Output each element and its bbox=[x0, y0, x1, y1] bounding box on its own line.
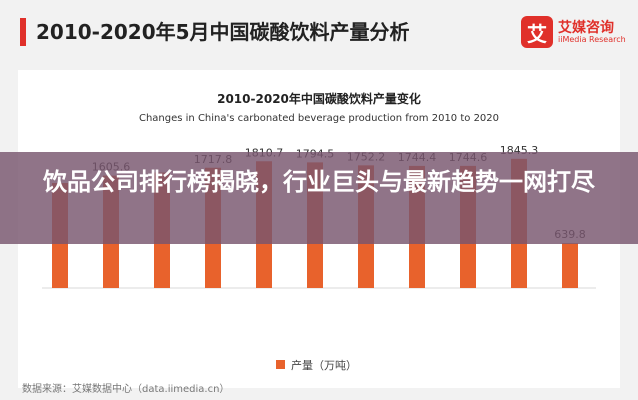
page-title: 2010-2020年5月中国碳酸饮料产量分析 bbox=[36, 20, 410, 44]
header: 2010-2020年5月中国碳酸饮料产量分析 艾 艾媒咨询 iiMedia Re… bbox=[0, 0, 638, 64]
chart-title: 2010-2020年中国碳酸饮料产量变化 bbox=[217, 91, 421, 106]
legend-swatch bbox=[276, 360, 285, 369]
brand-logo: 艾 艾媒咨询 iiMedia Research bbox=[521, 16, 631, 50]
headline-text: 饮品公司排行榜揭晓，行业巨头与最新趋势一网打尽 bbox=[43, 168, 595, 196]
logo-mark-icon: 艾 bbox=[521, 16, 553, 48]
logo-english-name: iiMedia Research bbox=[558, 35, 626, 44]
headline-banner: 饮品公司排行榜揭晓，行业巨头与最新趋势一网打尽 bbox=[0, 152, 638, 244]
data-source: 数据来源：艾媒数据中心（data.iimedia.cn） bbox=[22, 384, 230, 395]
bar-2020 bbox=[562, 243, 578, 288]
chart-subtitle: Changes in China's carbonated beverage p… bbox=[139, 113, 499, 124]
legend-label: 产量（万吨） bbox=[291, 358, 357, 372]
logo-name: 艾媒咨询 bbox=[558, 20, 614, 36]
title-accent-bar bbox=[20, 18, 26, 46]
